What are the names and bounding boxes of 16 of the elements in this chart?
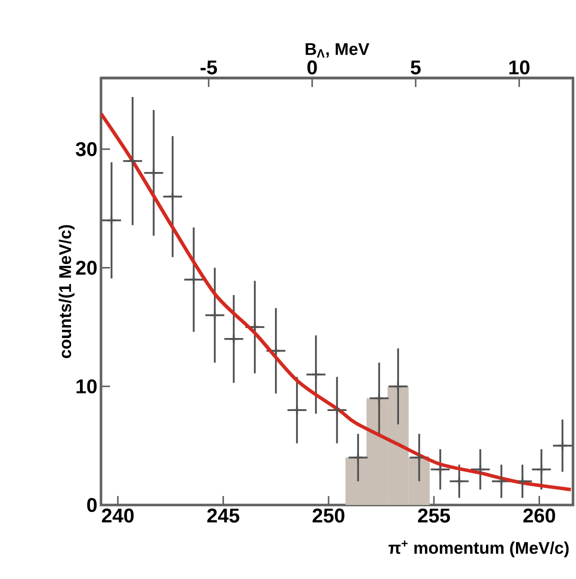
x2-tick-label: -5 [200, 60, 217, 74]
x2-tick-label: 5 [410, 60, 421, 74]
x-tick-label: 260 [523, 508, 556, 523]
y-axis-title: counts/(1 MeV/c) [58, 225, 74, 358]
x-tick-label: 255 [418, 508, 450, 523]
y-tick-label: 20 [76, 260, 97, 275]
x2-tick-label: 0 [307, 60, 317, 74]
y-tick-label: 0 [87, 498, 97, 512]
x2-tick-label: 10 [509, 60, 530, 74]
x-tick-label: 245 [207, 508, 240, 523]
x-tick-label: 240 [102, 508, 134, 523]
x-tick-label: 250 [312, 508, 344, 523]
x-axis-title: π$^{+}$ momentum (MeV/c) [388, 540, 569, 558]
y-tick-label: 10 [76, 379, 97, 394]
x2-axis-title: B$_{Λ}$, MeV [306, 43, 370, 58]
y-tick-label: 30 [76, 142, 97, 156]
